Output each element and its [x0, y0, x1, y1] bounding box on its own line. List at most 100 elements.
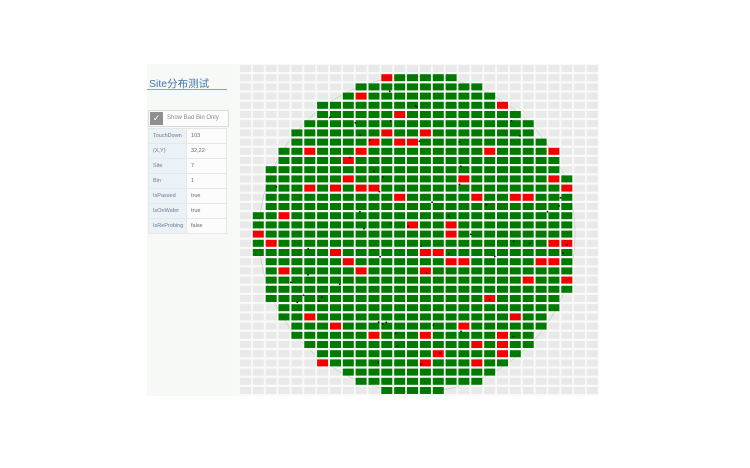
fail-die[interactable] [419, 129, 431, 137]
pass-die[interactable] [381, 193, 393, 201]
pass-die[interactable] [304, 249, 316, 256]
fail-die[interactable] [394, 138, 406, 146]
pass-die[interactable] [484, 157, 496, 164]
pass-die[interactable] [342, 203, 354, 210]
pass-die[interactable] [278, 285, 290, 293]
pass-die[interactable] [535, 285, 547, 293]
pass-die[interactable] [458, 377, 470, 385]
pass-die[interactable] [265, 276, 277, 284]
pass-die[interactable] [368, 322, 380, 330]
pass-die[interactable] [317, 193, 329, 201]
pass-die[interactable] [342, 92, 354, 100]
pass-die[interactable] [497, 359, 508, 367]
pass-die[interactable] [407, 157, 418, 164]
pass-die[interactable] [509, 129, 521, 137]
pass-die[interactable] [317, 285, 329, 293]
pass-die[interactable] [522, 285, 534, 293]
pass-die[interactable] [445, 368, 457, 376]
pass-die[interactable] [342, 313, 354, 321]
fail-die[interactable] [342, 175, 354, 183]
pass-die[interactable] [522, 295, 534, 302]
pass-die[interactable] [368, 101, 380, 109]
pass-die[interactable] [509, 203, 521, 210]
pass-die[interactable] [471, 285, 483, 293]
pass-die[interactable] [458, 267, 470, 275]
pass-die[interactable] [471, 267, 483, 275]
pass-die[interactable] [484, 184, 496, 192]
fail-die[interactable] [445, 258, 457, 266]
pass-die[interactable] [394, 249, 406, 256]
pass-die[interactable] [432, 295, 444, 302]
pass-die[interactable] [394, 239, 406, 247]
pass-die[interactable] [419, 193, 431, 201]
pass-die[interactable] [535, 212, 547, 220]
fail-die[interactable] [522, 276, 534, 284]
pass-die[interactable] [304, 120, 316, 128]
show-bad-bin-only-toggle[interactable]: ✓ Show Bad Bin Only [148, 110, 229, 127]
pass-die[interactable] [265, 166, 277, 174]
pass-die[interactable] [381, 138, 393, 146]
pass-die[interactable] [407, 101, 418, 109]
pass-die[interactable] [381, 249, 393, 256]
pass-die[interactable] [484, 258, 496, 266]
pass-die[interactable] [368, 377, 380, 385]
pass-die[interactable] [497, 193, 508, 201]
pass-die[interactable] [381, 368, 393, 376]
pass-die[interactable] [522, 147, 534, 155]
pass-die[interactable] [535, 157, 547, 164]
pass-die[interactable] [368, 230, 380, 238]
pass-die[interactable] [252, 221, 264, 229]
pass-die[interactable] [381, 387, 393, 394]
pass-die[interactable] [278, 230, 290, 238]
pass-die[interactable] [548, 166, 560, 174]
pass-die[interactable] [330, 239, 341, 247]
pass-die[interactable] [548, 193, 560, 201]
pass-die[interactable] [394, 285, 406, 293]
pass-die[interactable] [368, 276, 380, 284]
pass-die[interactable] [509, 166, 521, 174]
pass-die[interactable] [432, 166, 444, 174]
pass-die[interactable] [317, 101, 329, 109]
pass-die[interactable] [291, 331, 303, 339]
pass-die[interactable] [497, 313, 508, 321]
pass-die[interactable] [317, 304, 329, 312]
pass-die[interactable] [317, 203, 329, 210]
pass-die[interactable] [432, 203, 444, 210]
pass-die[interactable] [407, 129, 418, 137]
pass-die[interactable] [458, 350, 470, 358]
pass-die[interactable] [265, 175, 277, 183]
pass-die[interactable] [509, 120, 521, 128]
pass-die[interactable] [445, 157, 457, 164]
pass-die[interactable] [342, 111, 354, 118]
pass-die[interactable] [522, 129, 534, 137]
pass-die[interactable] [471, 111, 483, 118]
pass-die[interactable] [458, 101, 470, 109]
pass-die[interactable] [304, 175, 316, 183]
pass-die[interactable] [445, 166, 457, 174]
pass-die[interactable] [381, 166, 393, 174]
pass-die[interactable] [445, 92, 457, 100]
pass-die[interactable] [368, 166, 380, 174]
fail-die[interactable] [458, 258, 470, 266]
fail-die[interactable] [304, 147, 316, 155]
pass-die[interactable] [394, 221, 406, 229]
fail-die[interactable] [497, 350, 508, 358]
pass-die[interactable] [484, 129, 496, 137]
pass-die[interactable] [535, 221, 547, 229]
fail-die[interactable] [484, 295, 496, 302]
pass-die[interactable] [419, 166, 431, 174]
pass-die[interactable] [407, 359, 418, 367]
pass-die[interactable] [330, 175, 341, 183]
pass-die[interactable] [342, 147, 354, 155]
pass-die[interactable] [509, 147, 521, 155]
pass-die[interactable] [381, 359, 393, 367]
pass-die[interactable] [522, 203, 534, 210]
pass-die[interactable] [419, 368, 431, 376]
pass-die[interactable] [432, 221, 444, 229]
pass-die[interactable] [509, 239, 521, 247]
pass-die[interactable] [458, 147, 470, 155]
pass-die[interactable] [342, 184, 354, 192]
pass-die[interactable] [394, 129, 406, 137]
pass-die[interactable] [278, 221, 290, 229]
pass-die[interactable] [535, 304, 547, 312]
